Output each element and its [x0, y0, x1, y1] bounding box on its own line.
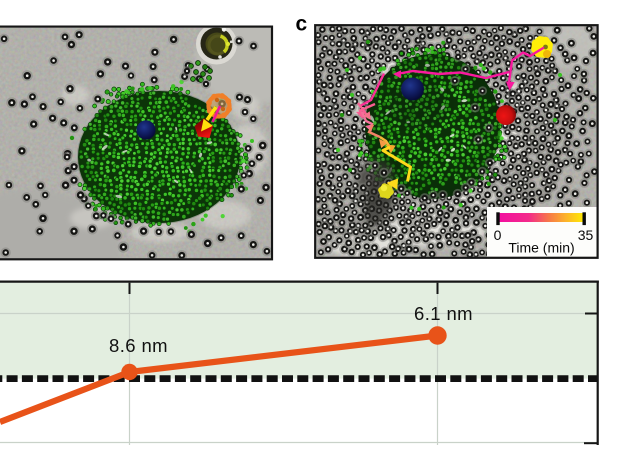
svg-text:35: 35: [578, 227, 594, 243]
svg-text:Time (min): Time (min): [508, 240, 574, 256]
svg-text:c: c: [296, 13, 308, 36]
svg-text:0: 0: [494, 227, 502, 243]
svg-text:8.6 nm: 8.6 nm: [109, 335, 168, 356]
svg-text:6.1 nm: 6.1 nm: [414, 303, 473, 324]
